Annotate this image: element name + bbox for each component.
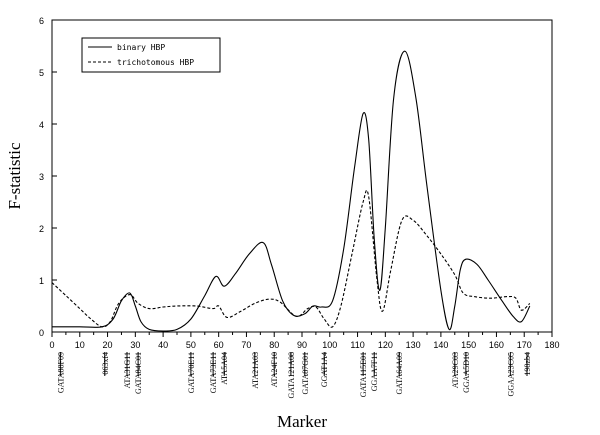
x-tick-label: 110 <box>350 340 364 350</box>
x-tick-label: 80 <box>269 340 279 350</box>
legend-label-trichotomous: trichotomous HBP <box>117 58 194 67</box>
x-tick-label: 60 <box>214 340 224 350</box>
marker-label: ATA29C03 <box>451 352 460 388</box>
x-tick-label: 40 <box>158 340 168 350</box>
marker-label: GATA64A09 <box>395 352 404 394</box>
x-tick-label: 70 <box>241 340 251 350</box>
x-tick-label: 120 <box>378 340 393 350</box>
marker-label: GATA87G01 <box>301 352 310 394</box>
x-axis-title: Marker <box>277 412 327 431</box>
marker-label: GATA121A08 <box>287 352 296 398</box>
legend: binary HBP trichotomous HBP <box>81 37 221 73</box>
x-tick-label: 160 <box>489 340 504 350</box>
x-tick-label: 30 <box>130 340 140 350</box>
x-tick-label: 150 <box>461 340 476 350</box>
marker-label: ATA21A03 <box>251 352 260 389</box>
y-tick-label: 0 <box>39 328 44 338</box>
x-tick-label: 170 <box>517 340 532 350</box>
y-tick-label: 3 <box>39 172 44 182</box>
marker-label: GATA84C01 <box>134 352 143 394</box>
y-tick-label: 4 <box>39 120 44 130</box>
marker-label: GATA88F09 <box>56 352 65 393</box>
marker-label: GGAT1A4 <box>320 352 329 387</box>
x-tick-label: 0 <box>49 340 54 350</box>
marker-label: GATA73E11 <box>209 352 218 393</box>
x-tick-label: 10 <box>75 340 85 350</box>
x-tick-label: 130 <box>406 340 421 350</box>
x-tick-label: 180 <box>544 340 559 350</box>
marker-label: GATA115E01 <box>359 352 368 397</box>
y-tick-label: 5 <box>39 68 44 78</box>
marker-label: ATA5A04 <box>220 352 229 385</box>
marker-label: GGAA23C05 <box>506 352 515 396</box>
marker-label: 063xf4 <box>101 352 110 375</box>
y-tick-label: 2 <box>39 224 44 234</box>
series-line-binary-hbp <box>52 50 531 332</box>
legend-box <box>81 37 221 73</box>
marker-label: GATA70E11 <box>187 352 196 393</box>
series-line-trichotomous-hbp <box>51 189 531 328</box>
marker-label: GGAA5D10 <box>462 352 471 393</box>
y-tick-label: 6 <box>39 16 44 26</box>
x-tick-label: 100 <box>322 340 337 350</box>
x-tick-label: 140 <box>433 340 448 350</box>
marker-label: ATA31G11 <box>123 352 132 388</box>
marker-label: GGAA7F11 <box>370 352 379 391</box>
legend-label-binary: binary HBP <box>117 43 165 52</box>
x-tick-label: 50 <box>186 340 196 350</box>
marker-label: ATA24F10 <box>270 352 279 387</box>
marker-label: 198zb4 <box>523 352 532 376</box>
y-axis-title: F-statistic <box>5 142 24 210</box>
y-tick-label: 1 <box>39 276 44 286</box>
x-tick-label: 20 <box>103 340 113 350</box>
x-tick-label: 90 <box>297 340 307 350</box>
